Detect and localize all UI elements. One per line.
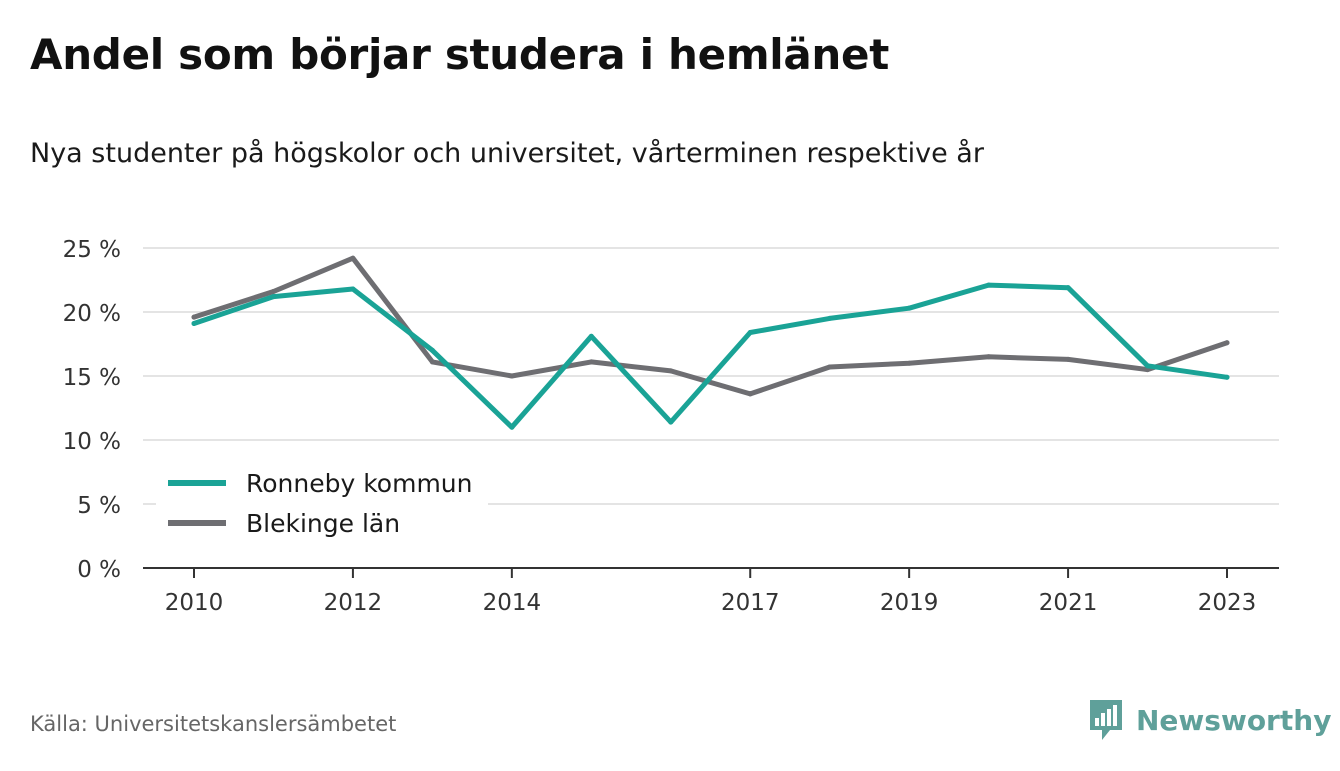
series-line-1 (191, 255, 1230, 397)
data-point (1065, 285, 1071, 291)
x-tick-label: 2012 (324, 590, 383, 616)
data-point (827, 364, 833, 370)
y-tick-label: 25 % (63, 237, 121, 263)
data-point (270, 294, 276, 300)
chart-subtitle: Nya studenter på högskolor och universit… (30, 138, 984, 169)
chart-title: Andel som börjar studera i hemlänet (30, 30, 889, 79)
data-point (1224, 340, 1230, 346)
data-point (509, 424, 515, 430)
legend-background (156, 460, 488, 550)
x-tick-label: 2017 (721, 590, 780, 616)
data-point (906, 360, 912, 366)
data-point (429, 347, 435, 353)
series-line-0 (191, 282, 1230, 430)
x-tick-label: 2021 (1039, 590, 1098, 616)
data-point (668, 368, 674, 374)
data-point (429, 359, 435, 365)
data-point (1065, 356, 1071, 362)
data-point (986, 354, 992, 360)
data-point (270, 289, 276, 295)
data-point (906, 305, 912, 311)
y-tick-label: 15 % (63, 365, 121, 391)
source-note: Källa: Universitetskanslersämbetet (30, 712, 397, 736)
legend-label: Blekinge län (246, 509, 400, 538)
legend: Ronneby kommun Blekinge län (156, 460, 488, 550)
data-point (509, 373, 515, 379)
data-point (588, 333, 594, 339)
data-point (827, 315, 833, 321)
legend-label: Ronneby kommun (246, 469, 473, 498)
y-tick-label: 5 % (77, 493, 121, 519)
x-tick-label: 2014 (483, 590, 542, 616)
line-chart: 0 % 5 % 10 % 15 % 20 % 25 % 2010 2012 2014 2017 20… (63, 237, 1279, 616)
bar-chart-speech-bubble-icon (1090, 700, 1122, 740)
data-point (1145, 363, 1151, 369)
data-point (986, 282, 992, 288)
data-point (191, 314, 197, 320)
data-point (1224, 374, 1230, 380)
series-lines (191, 255, 1230, 430)
data-point (668, 419, 674, 425)
brand-name: Newsworthy (1136, 703, 1332, 737)
y-tick-label: 0 % (77, 557, 121, 583)
axes: 0 % 5 % 10 % 15 % 20 % 25 % 2010 2012 2014 2017 20… (63, 237, 1279, 616)
y-tick-label: 20 % (63, 301, 121, 327)
brand-logo: Newsworthy (1088, 698, 1331, 742)
data-point (747, 391, 753, 397)
x-tick-label: 2023 (1198, 590, 1257, 616)
data-point (350, 286, 356, 292)
y-tick-label: 10 % (63, 429, 121, 455)
x-tick-label: 2019 (880, 590, 939, 616)
x-tick-label: 2010 (165, 590, 224, 616)
data-point (747, 329, 753, 335)
data-point (588, 359, 594, 365)
data-point (350, 255, 356, 261)
data-point (191, 321, 197, 327)
